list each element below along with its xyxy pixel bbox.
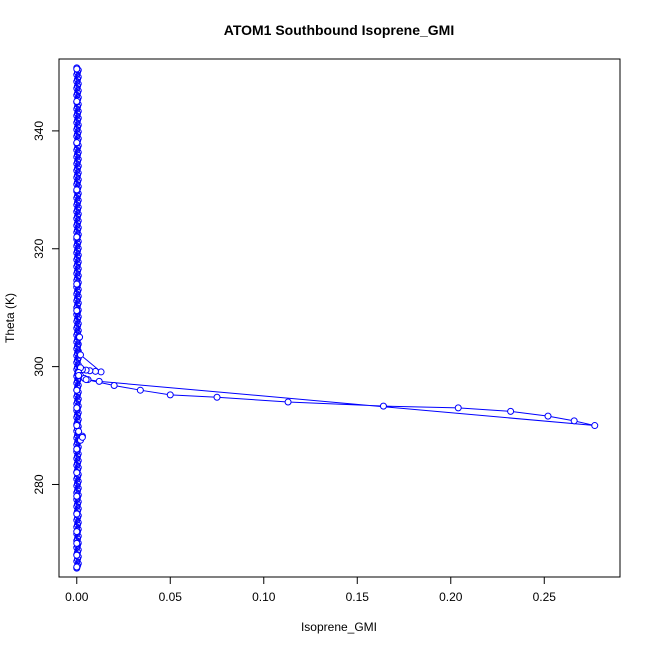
chart-title: ATOM1 Southbound Isoprene_GMI	[224, 22, 454, 38]
data-point	[379, 402, 387, 410]
data-point	[507, 407, 515, 415]
plot-area-frame	[58, 58, 621, 578]
data-point	[73, 386, 81, 394]
y-axis: 280 300 320 340	[32, 121, 60, 494]
data-point	[73, 139, 81, 147]
data-point	[91, 367, 99, 375]
data-point	[213, 393, 221, 401]
x-tick-label: 0.25	[533, 590, 557, 604]
data-point	[73, 280, 81, 288]
x-tick-label: 0.20	[439, 590, 463, 604]
data-point	[82, 376, 90, 384]
data-point	[591, 422, 599, 430]
data-point	[73, 551, 81, 559]
data-point	[166, 391, 174, 399]
y-tick-label: 280	[32, 474, 46, 494]
x-tick-label: 0.00	[65, 590, 89, 604]
x-axis-label: Isoprene_GMI	[301, 620, 377, 634]
data-point	[73, 65, 81, 73]
data-point	[454, 404, 462, 412]
y-axis-label: Theta (K)	[3, 293, 17, 343]
data-point	[136, 386, 144, 394]
data-point	[73, 404, 81, 412]
data-point	[73, 563, 81, 571]
data-point	[73, 528, 81, 536]
data-point	[75, 371, 83, 379]
data-point	[73, 422, 81, 430]
plot-data-layer	[73, 64, 599, 572]
data-point	[97, 368, 105, 376]
data-point	[73, 307, 81, 315]
data-point	[284, 398, 292, 406]
data-point	[570, 417, 578, 425]
data-point	[73, 233, 81, 241]
data-point	[76, 333, 84, 341]
data-point	[544, 412, 552, 420]
y-tick-label: 320	[32, 238, 46, 258]
data-point	[73, 492, 81, 500]
data-point	[110, 381, 118, 389]
series-line	[76, 69, 595, 567]
data-point	[95, 377, 103, 385]
data-point	[75, 427, 83, 435]
data-point	[77, 351, 85, 359]
data-point	[73, 186, 81, 194]
data-point	[73, 97, 81, 105]
data-point	[73, 539, 81, 547]
x-tick-label: 0.10	[252, 590, 276, 604]
y-tick-label: 340	[32, 121, 46, 141]
x-axis: 0.00 0.05 0.10 0.15 0.20 0.25	[65, 576, 557, 604]
data-point	[73, 445, 81, 453]
x-tick-label: 0.15	[346, 590, 370, 604]
y-tick-label: 300	[32, 356, 46, 376]
data-point	[78, 433, 86, 441]
x-tick-label: 0.05	[159, 590, 183, 604]
data-point	[73, 469, 81, 477]
data-point	[73, 510, 81, 518]
